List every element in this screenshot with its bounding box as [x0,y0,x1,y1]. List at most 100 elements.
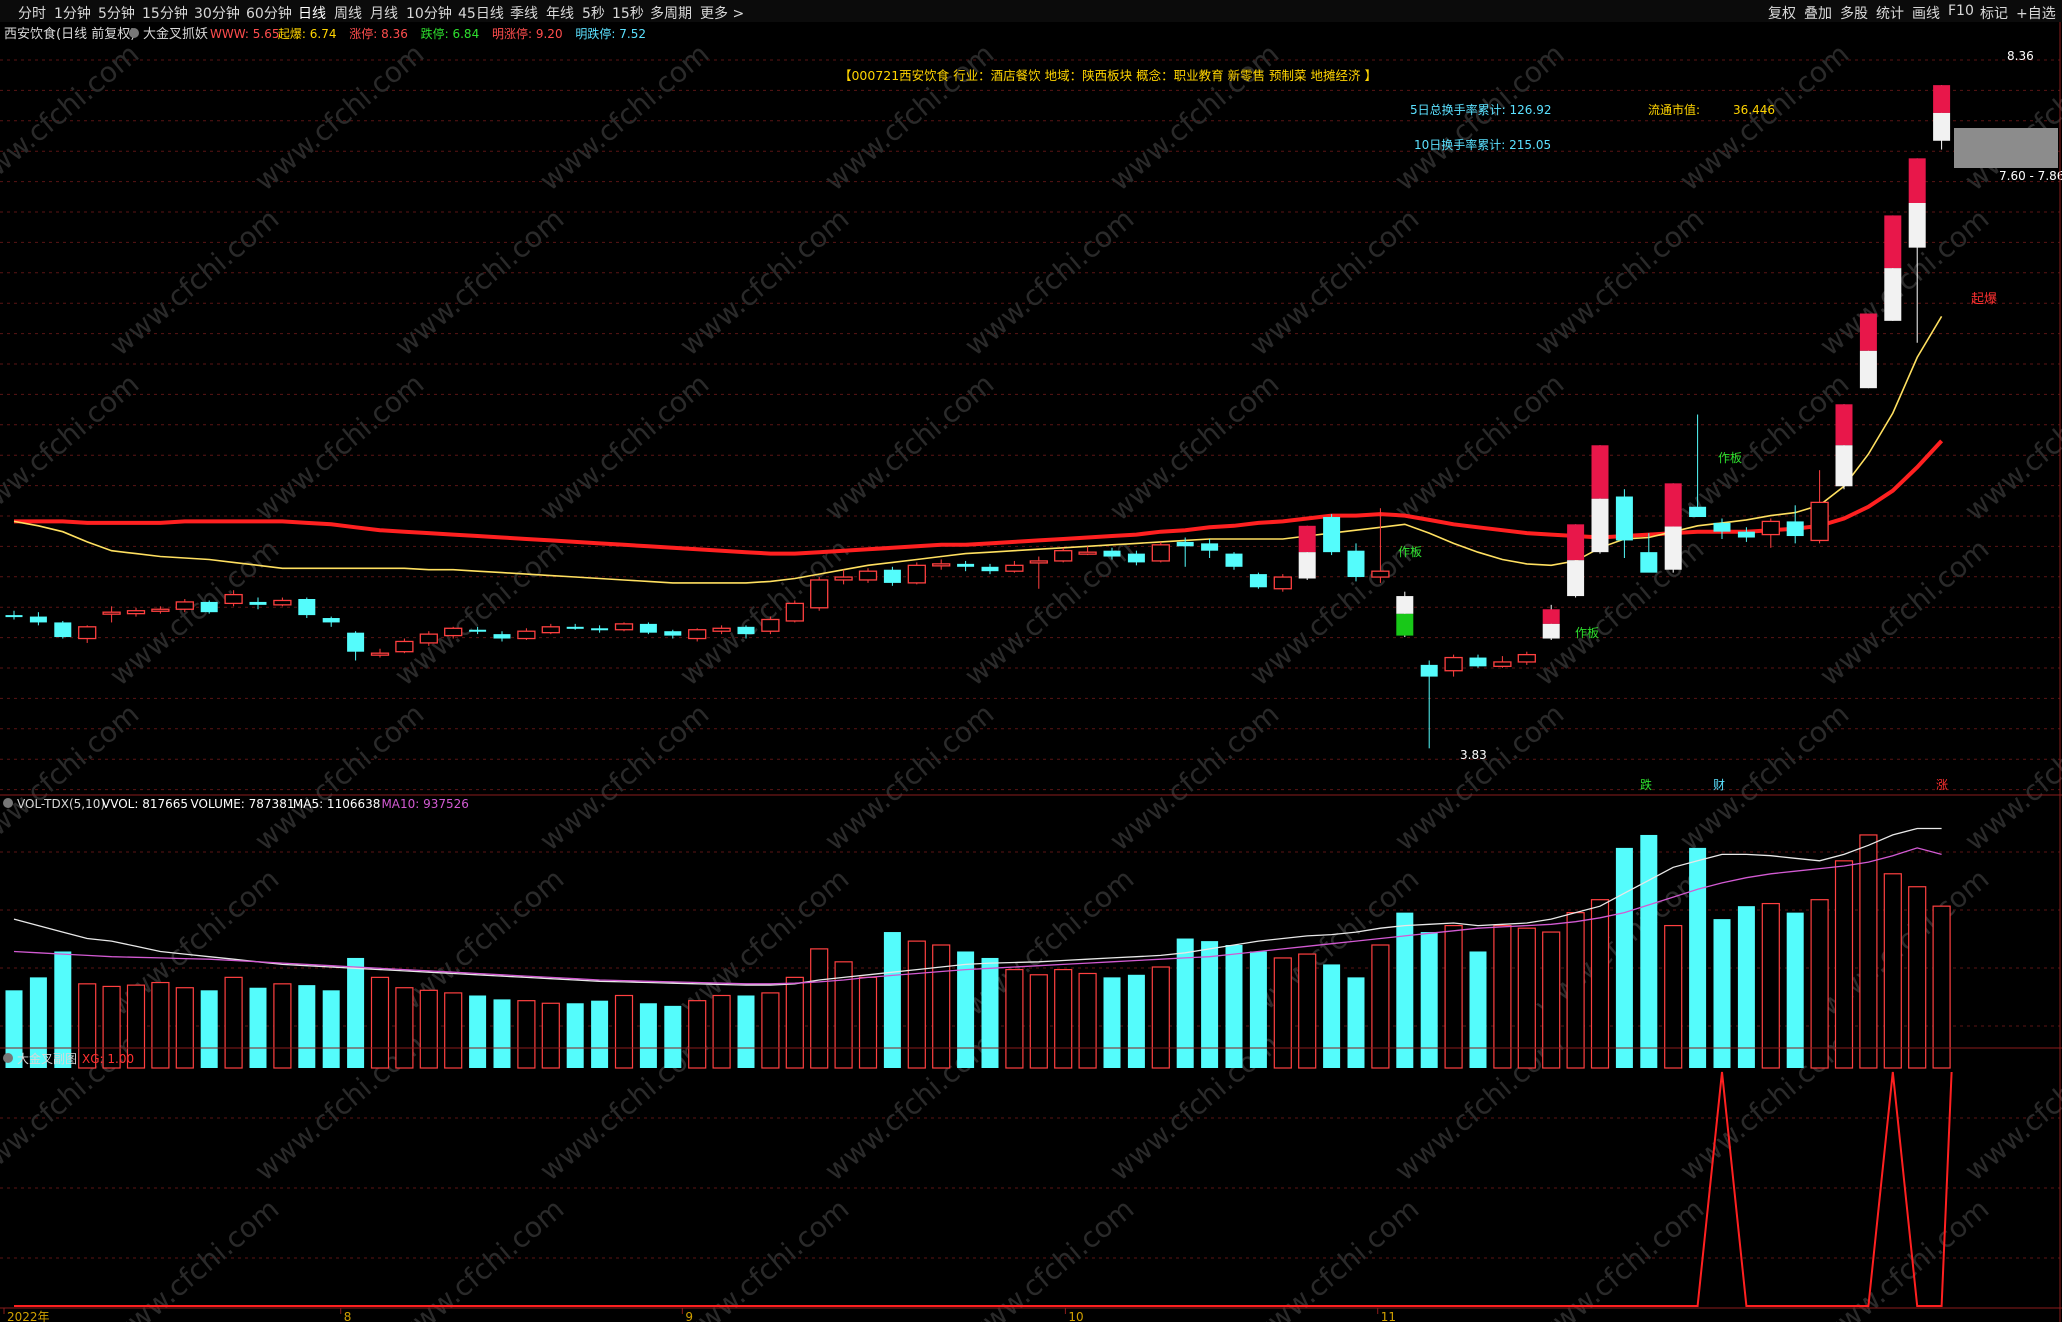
candle-down [957,563,975,567]
candle-up [1151,544,1170,562]
candle-up [370,652,390,656]
volume-bar-up [1859,834,1878,1069]
period-tab-0[interactable]: 分时 [18,6,46,22]
volume-bar-down [1640,834,1658,1068]
price-range-label: 7.60 - 7.86 [1999,169,2062,183]
tool-button-7[interactable]: +自选 [2016,6,2056,22]
vol-collapse-icon[interactable] [3,798,13,808]
tool-button-5[interactable]: F10 [1948,3,1974,19]
candle-up [1371,570,1390,578]
period-tab-9[interactable]: 10分钟 [406,6,452,22]
candle-up [1029,560,1048,564]
candle-down [1615,496,1633,541]
volume-bar-up [1371,944,1390,1069]
collapse-icon[interactable] [129,28,139,38]
period-tab-1[interactable]: 1分钟 [54,6,91,22]
volume-bar-up [1664,924,1683,1069]
volume-ma-line [13,827,1942,986]
period-tab-7[interactable]: 周线 [334,6,362,22]
candle-up [1517,653,1536,663]
volume-bar-up [810,948,829,1069]
volume-bar-up [1883,873,1902,1069]
volume-bar-up [1810,899,1829,1069]
candle-limitup-top [1567,524,1585,561]
candle-down [1640,552,1658,573]
period-tab-12[interactable]: 年线 [546,6,574,22]
volume-bar-up [1444,924,1463,1069]
tool-button-1[interactable]: 叠加 [1804,6,1832,22]
candle-down [1225,553,1243,567]
volume-bar-up [517,1000,536,1069]
period-tab-4[interactable]: 30分钟 [194,6,240,22]
candle-down [5,615,23,618]
price-range-box [1954,128,2058,168]
candle-down [200,601,218,613]
header-value: VOLUME: 787381 [191,797,295,811]
mark-zhang: 涨 [1936,777,1948,792]
volume-bar-up [1273,957,1292,1069]
volume-bar-up [126,984,146,1069]
volume-bar-down [639,1003,657,1068]
sub-indicator-name[interactable]: 大金叉副图 [17,1051,77,1066]
candle-up [78,626,97,640]
period-tab-2[interactable]: 5分钟 [98,6,135,22]
volume-bar-up [1834,860,1854,1069]
float-cap-label: 流通市值: [1648,102,1700,117]
volume-bar-up [1005,968,1024,1069]
period-tab-16[interactable]: 更多 > [700,6,745,22]
volume-bar-up [907,940,926,1069]
vol-indicator-name[interactable]: VOL-TDX(5,10) [17,797,105,811]
period-tab-3[interactable]: 15分钟 [142,6,188,22]
volume-bar-up [614,994,634,1069]
candle-up [761,618,780,632]
volume-bar-down [322,990,340,1068]
xg-signal-line [14,1071,1953,1307]
zuoban-label-2: 作板 [1575,626,1599,640]
volume-bar-up [1908,886,1927,1069]
period-tab-15[interactable]: 多周期 [650,6,692,22]
sub-collapse-icon[interactable] [3,1053,13,1063]
period-tab-13[interactable]: 5秒 [582,6,605,22]
candle-up [419,633,438,644]
candle-up [395,640,414,653]
candle-down [493,634,511,639]
candle-down [347,632,365,652]
period-tab-5[interactable]: 60分钟 [246,6,292,22]
volume-bar-down [1225,945,1243,1068]
candle-limitup-top [1664,483,1682,527]
candle-up [1273,576,1292,590]
candle-limitup-bottom [1859,350,1877,389]
period-tab-11[interactable]: 季线 [510,6,538,22]
period-tab-10[interactable]: 45日线 [458,6,504,22]
candle-down [566,626,584,629]
candle-up [444,627,463,637]
volume-bar-up [688,1000,707,1069]
volume-bar-down [957,951,975,1068]
tool-button-3[interactable]: 统计 [1876,6,1904,22]
candle-down [322,618,340,623]
volume-bar-up [761,992,780,1069]
candle-down [639,623,657,633]
candle-down [1347,550,1365,578]
candle-limitup-top [1591,445,1609,499]
header-value: XG: 1.00 [82,1052,134,1066]
volume-bar-down [1103,977,1121,1068]
volume-bar-down [1713,919,1731,1068]
tool-button-4[interactable]: 画线 [1912,6,1940,22]
x-tick-label: 8 [344,1310,352,1322]
period-tab-8[interactable]: 月线 [370,6,398,22]
candle-up [1493,661,1512,667]
indicator-name[interactable]: 大金叉抓妖 [143,26,208,42]
volume-bar-up [1542,931,1561,1069]
tool-button-2[interactable]: 多股 [1840,6,1868,22]
volume-bar-up [78,983,97,1069]
period-tab-14[interactable]: 15秒 [612,6,644,22]
volume-bar-up [541,1002,560,1069]
volume-bar-down [1615,847,1633,1068]
tool-button-0[interactable]: 复权 [1768,6,1796,22]
candle-down [249,601,267,605]
candle-down [883,569,901,583]
period-tab-6[interactable]: 日线 [298,6,326,22]
tool-button-6[interactable]: 标记 [1980,6,2008,22]
volume-bar-up [1590,899,1610,1069]
